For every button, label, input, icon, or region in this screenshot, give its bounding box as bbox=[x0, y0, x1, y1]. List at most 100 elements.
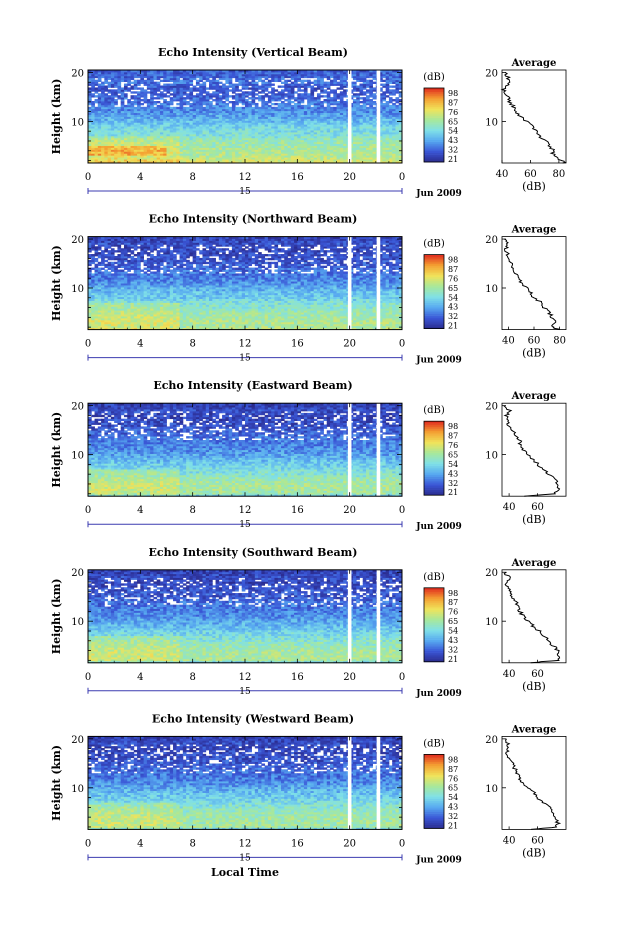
colorbar-segment bbox=[424, 94, 444, 96]
colorbar-segment bbox=[424, 601, 444, 603]
colorbar-segment bbox=[424, 318, 444, 320]
colorbar-segment bbox=[424, 471, 444, 473]
colorbar-segment bbox=[424, 432, 444, 434]
colorbar-segment bbox=[424, 430, 444, 432]
colorbar-segment bbox=[424, 305, 444, 307]
colorbar-segment bbox=[424, 325, 444, 327]
colorbar-segment bbox=[424, 131, 444, 133]
colorbar-segment bbox=[424, 477, 444, 479]
colorbar-tick-label: 54 bbox=[448, 460, 458, 469]
colorbar-segment bbox=[424, 303, 444, 305]
date-label: Jun 2009 bbox=[415, 522, 462, 532]
colorbar-segment bbox=[424, 627, 444, 629]
colorbar-segment bbox=[424, 651, 444, 653]
colorbar-tick-label: 21 bbox=[448, 155, 458, 164]
colorbar-unit: (dB) bbox=[423, 572, 445, 583]
day-marker: 15 bbox=[239, 520, 251, 530]
x-tick-label: 20 bbox=[343, 172, 356, 183]
profile-y-tick-label: 20 bbox=[485, 568, 498, 579]
profile-line bbox=[502, 72, 565, 163]
colorbar-segment bbox=[424, 451, 444, 453]
y-axis-label: Height (km) bbox=[50, 578, 63, 654]
colorbar-segment bbox=[424, 616, 444, 618]
x-tick-label: 16 bbox=[291, 672, 304, 683]
colorbar-segment bbox=[424, 484, 444, 486]
colorbar-tick-label: 98 bbox=[448, 755, 458, 764]
x-tick-label: 8 bbox=[189, 172, 195, 183]
colorbar-segment bbox=[424, 640, 444, 642]
colorbar-segment bbox=[424, 269, 444, 271]
colorbar-segment bbox=[424, 625, 444, 627]
profile-xlabel: (dB) bbox=[522, 846, 546, 859]
profile-line bbox=[506, 739, 560, 830]
colorbar-segment bbox=[424, 595, 444, 597]
colorbar-segment bbox=[424, 630, 444, 632]
colorbar-segment bbox=[424, 810, 444, 812]
colorbar-segment bbox=[424, 105, 444, 107]
y-tick-label: 10 bbox=[71, 784, 84, 795]
colorbar-segment bbox=[424, 299, 444, 301]
colorbar-segment bbox=[424, 619, 444, 621]
colorbar-segment bbox=[424, 801, 444, 803]
profile-xlabel: (dB) bbox=[522, 180, 546, 193]
x-tick-label: 16 bbox=[291, 172, 304, 183]
colorbar-segment bbox=[424, 438, 444, 440]
colorbar-segment bbox=[424, 129, 444, 131]
colorbar-segment bbox=[424, 107, 444, 109]
colorbar-segment bbox=[424, 110, 444, 112]
colorbar-segment bbox=[424, 777, 444, 779]
colorbar-segment bbox=[424, 134, 444, 136]
colorbar-segment bbox=[424, 264, 444, 266]
x-tick-label: 16 bbox=[291, 339, 304, 350]
colorbar-segment bbox=[424, 469, 444, 471]
colorbar-tick-label: 43 bbox=[448, 803, 458, 812]
colorbar-tick-label: 76 bbox=[448, 108, 458, 117]
colorbar-segment bbox=[424, 460, 444, 462]
colorbar-segment bbox=[424, 815, 444, 817]
profile-xlabel: (dB) bbox=[522, 513, 546, 526]
colorbar-segment bbox=[424, 147, 444, 149]
colorbar-segment bbox=[424, 467, 444, 469]
colorbar-segment bbox=[424, 797, 444, 799]
x-tick-label: 20 bbox=[343, 505, 356, 516]
colorbar-segment bbox=[424, 103, 444, 105]
x-tick-label: 0 bbox=[399, 838, 405, 849]
profile-y-tick-label: 20 bbox=[485, 735, 498, 746]
colorbar-segment bbox=[424, 142, 444, 144]
x-tick-label: 0 bbox=[85, 339, 91, 350]
x-tick-label: 20 bbox=[343, 672, 356, 683]
profile-y-tick-label: 10 bbox=[485, 117, 498, 128]
profile-y-tick-label: 20 bbox=[485, 402, 498, 413]
colorbar-segment bbox=[424, 123, 444, 125]
colorbar-segment bbox=[424, 462, 444, 464]
x-tick-label: 8 bbox=[189, 339, 195, 350]
colorbar-segment bbox=[424, 823, 444, 825]
y-axis-label: Height (km) bbox=[50, 412, 63, 488]
x-tick-label: 0 bbox=[399, 672, 405, 683]
colorbar-segment bbox=[424, 140, 444, 142]
colorbar-tick-label: 21 bbox=[448, 655, 458, 664]
colorbar-segment bbox=[424, 653, 444, 655]
data-gap bbox=[377, 70, 381, 163]
colorbar-segment bbox=[424, 92, 444, 94]
x-tick-label: 8 bbox=[189, 838, 195, 849]
colorbar-segment bbox=[424, 492, 444, 494]
x-tick-label: 4 bbox=[137, 505, 143, 516]
profile-x-tick-label: 40 bbox=[503, 835, 516, 846]
colorbar-tick-label: 98 bbox=[448, 89, 458, 98]
colorbar-segment bbox=[424, 447, 444, 449]
profile-x-tick-label: 40 bbox=[503, 502, 516, 513]
x-tick-label: 16 bbox=[291, 838, 304, 849]
colorbar-segment bbox=[424, 445, 444, 447]
profile-line bbox=[504, 572, 559, 663]
colorbar-segment bbox=[424, 101, 444, 103]
colorbar-tick-label: 76 bbox=[448, 274, 458, 283]
x-tick-label: 20 bbox=[343, 838, 356, 849]
colorbar-segment bbox=[424, 762, 444, 764]
colorbar-segment bbox=[424, 606, 444, 608]
heatmap-cells bbox=[88, 403, 402, 496]
colorbar-segment bbox=[424, 112, 444, 114]
x-tick-label: 20 bbox=[343, 339, 356, 350]
x-tick-label: 16 bbox=[291, 505, 304, 516]
